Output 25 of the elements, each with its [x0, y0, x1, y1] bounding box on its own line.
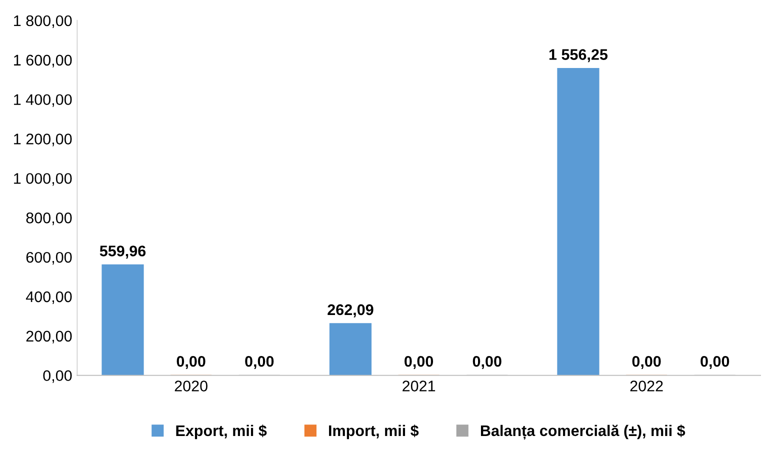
data-label: 0,00 [700, 356, 730, 370]
legend-label: Import, mii $ [329, 424, 419, 440]
legend-label: Export, mii $ [176, 424, 267, 440]
y-tick-label: 1 000,00 [14, 173, 72, 186]
x-tick-label: 2020 [174, 380, 208, 392]
data-label: 0,00 [176, 356, 206, 370]
y-tick-label: 1 400,00 [14, 94, 72, 107]
data-label: 0,00 [245, 356, 274, 370]
y-tick-label: 200,00 [26, 330, 72, 344]
y-tick-label: 1 800,00 [14, 15, 72, 28]
y-tick-label: 800,00 [26, 212, 72, 226]
x-tick-label: 2021 [402, 380, 436, 392]
x-tick-label: 2022 [630, 380, 663, 392]
data-label: 0,00 [472, 356, 502, 370]
data-label: 559,96 [100, 246, 146, 259]
legend-label: Balanța comercială (±), mii $ [480, 424, 686, 440]
y-tick-label: 1 600,00 [14, 54, 72, 68]
y-tick-label: 1 200,00 [14, 134, 72, 146]
data-label: 1 556,25 [549, 49, 608, 62]
y-tick-label: 0,00 [43, 370, 72, 383]
data-label: 0,00 [632, 356, 661, 370]
y-tick-label: 400,00 [26, 291, 72, 304]
y-tick-label: 600,00 [26, 252, 72, 265]
data-label: 262,09 [328, 304, 374, 318]
data-label: 0,00 [404, 356, 434, 370]
